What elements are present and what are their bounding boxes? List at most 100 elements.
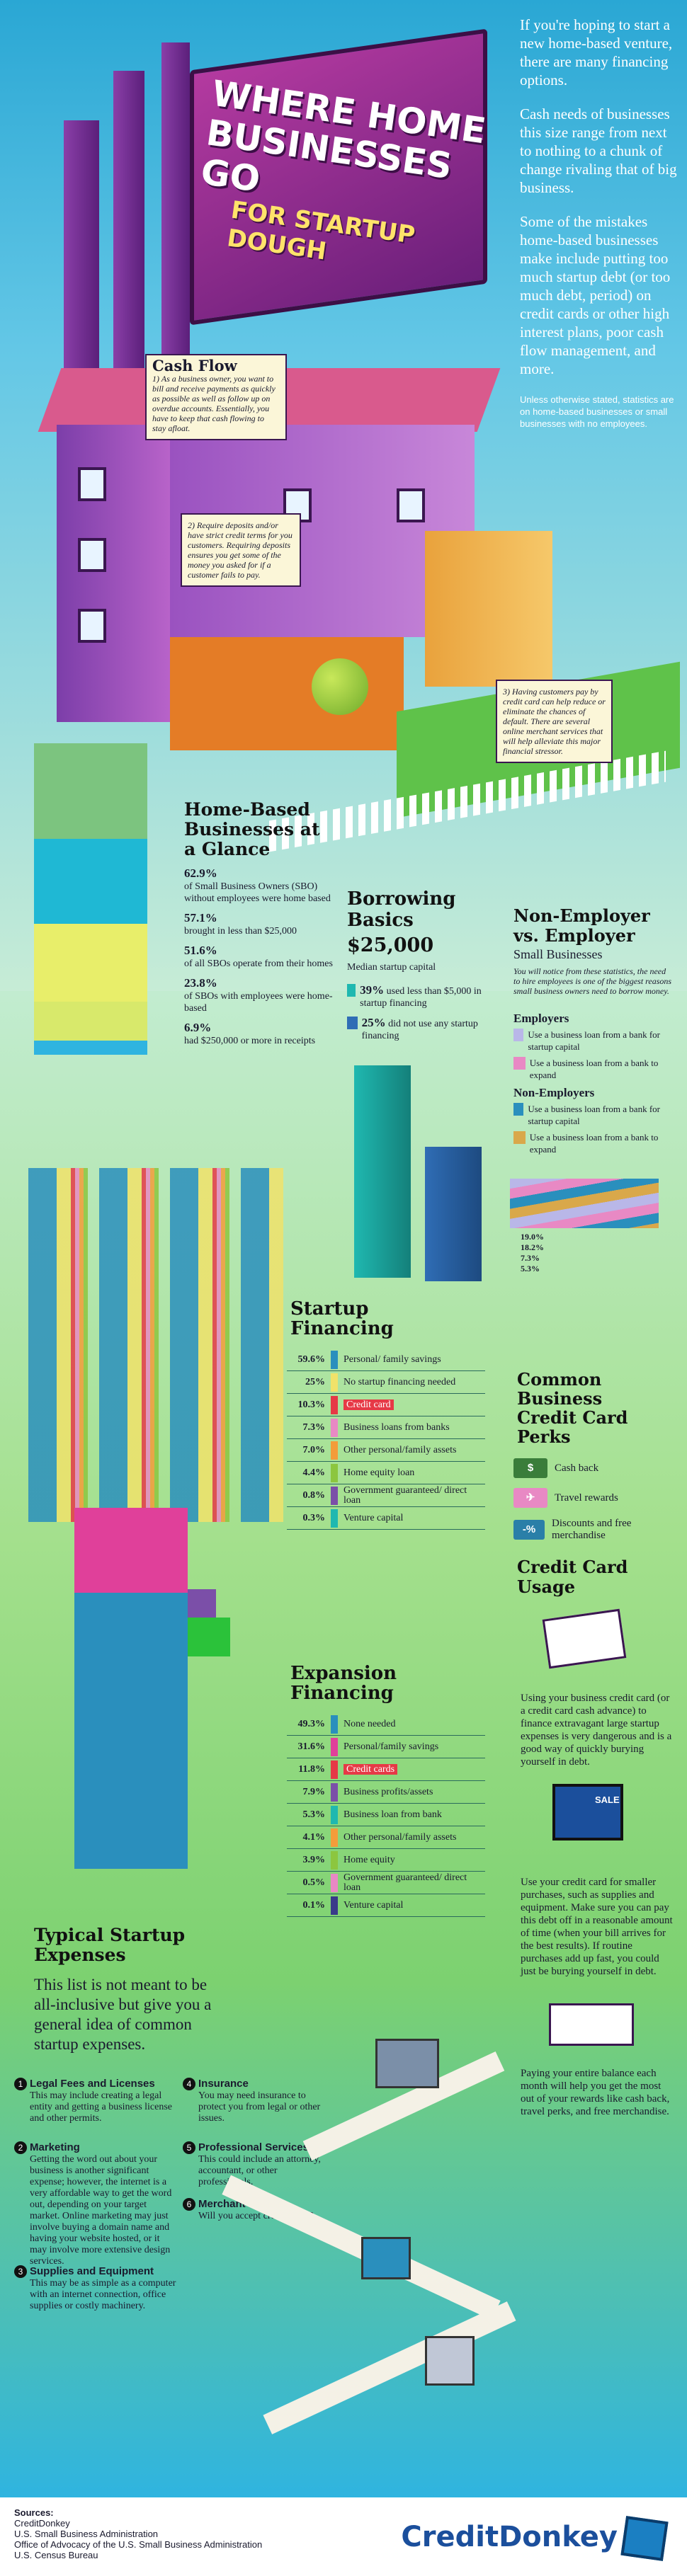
employer-subtitle: Small Businesses [513, 947, 603, 961]
row-label: Home equity [344, 1854, 395, 1865]
row-label: Business loan from bank [344, 1809, 442, 1820]
row-swatch [331, 1441, 338, 1460]
cash-flow-text: 1) As a business owner, you want to bill… [152, 374, 276, 433]
source-item: U.S. Census Bureau [14, 2550, 98, 2560]
row-label: None needed [344, 1718, 396, 1729]
table-row: 7.9% Business profits/assets [287, 1781, 485, 1804]
table-row: 0.1% Venture capital [287, 1894, 485, 1917]
row-value: 3.9% [302, 1854, 326, 1865]
legend-swatch [513, 1131, 526, 1144]
expense-title: Insurance [198, 2078, 249, 2090]
credit-card-text: 3) Having customers pay by credit card c… [503, 687, 606, 756]
glance-text: of all SBOs operate from their homes [184, 958, 333, 969]
borrowing-value: 39% [360, 983, 385, 997]
expense-number: 1 [14, 2078, 27, 2090]
row-label: Home equity loan [344, 1467, 415, 1478]
row-swatch [331, 1373, 338, 1392]
smokestack-right [161, 42, 190, 403]
nonemployers-item: Use a business loan from a bank to expan… [529, 1132, 659, 1155]
row-label: Business loans from banks [344, 1421, 450, 1433]
usage-title: Credit Card Usage [517, 1557, 628, 1597]
legend-swatch [513, 1057, 526, 1070]
row-label: No startup financing needed [344, 1376, 456, 1387]
smokestack-mid [113, 71, 144, 403]
perks-title: Common Business Credit Card Perks [517, 1369, 628, 1447]
table-row: 4.4% Home equity loan [287, 1462, 485, 1484]
intro-paragraph: Cash needs of businesses this size range… [520, 105, 677, 196]
row-label: Credit card [344, 1399, 394, 1410]
perk-item: ✈ Travel rewards [513, 1488, 676, 1508]
house-left-wall [57, 425, 170, 722]
row-swatch [331, 1805, 338, 1824]
expense-title: Legal Fees and Licenses [30, 2078, 155, 2090]
glance-bar-3 [34, 924, 147, 1002]
expenses-title: Typical Startup Expenses [34, 1925, 186, 1965]
intro-text: If you're hoping to start a new home-bas… [520, 16, 679, 445]
borrowing-bar-39 [354, 1065, 411, 1278]
table-row: 11.8% Credit cards [287, 1758, 485, 1781]
intro-note: Unless otherwise stated, statistics are … [520, 394, 674, 429]
discount-icon: -% [513, 1520, 545, 1540]
source-item: Office of Advocacy of the U.S. Small Bus… [14, 2539, 263, 2550]
row-value: 5.3% [302, 1809, 326, 1820]
office-desk-icon [375, 2039, 439, 2088]
window-icon [78, 609, 106, 643]
borrowing-text: used less than $5,000 in startup financi… [360, 986, 482, 1009]
employer-value: 18.2% [521, 1242, 544, 1252]
employer-note: You will notice from these statistics, t… [513, 966, 672, 996]
row-value: 0.5% [302, 1877, 326, 1888]
glance-value: 6.9% [184, 1021, 212, 1034]
glance-bar-4 [34, 1002, 147, 1041]
intro-paragraph: Some of the mistakes home-based business… [520, 213, 671, 377]
row-label: Venture capital [344, 1899, 404, 1911]
expense-item: 1 Legal Fees and Licenses This may includ… [14, 2078, 177, 2124]
intro-paragraph: If you're hoping to start a new home-bas… [520, 16, 673, 88]
row-swatch [331, 1395, 338, 1414]
legend-swatch [513, 1103, 524, 1116]
row-value: 7.3% [302, 1421, 326, 1433]
row-label: Government guaranteed/ direct loan [344, 1872, 467, 1893]
glance-text: of Small Business Owners (SBO) without e… [184, 881, 331, 904]
brand-name: CreditDonkey [401, 2521, 618, 2553]
row-swatch [331, 1782, 338, 1802]
row-value: 25% [305, 1376, 325, 1387]
employer-title: Non-Employer vs. Employer [513, 905, 650, 946]
row-label: Venture capital [344, 1512, 404, 1523]
table-row: 4.1% Other personal/family assets [287, 1826, 485, 1849]
expenses-lead: This list is not meant to be all-inclusi… [34, 1976, 212, 2053]
table-row: 7.0% Other personal/family assets [287, 1439, 485, 1462]
row-label: Other personal/family assets [344, 1831, 457, 1843]
table-row: 5.3% Business loan from bank [287, 1804, 485, 1826]
row-swatch [331, 1418, 338, 1437]
employer-values: 19.0% 18.2% 7.3% 5.3% [521, 1232, 544, 1274]
expense-title: Professional Services [198, 2141, 309, 2153]
expense-text: You may need insurance to protect you fr… [198, 2090, 321, 2124]
donkey-logo-icon [620, 2516, 669, 2561]
expansion-block-blue [74, 1579, 188, 1869]
check-card-icon [549, 2003, 634, 2046]
source-item: CreditDonkey [14, 2518, 70, 2529]
credit-card-callout: 3) Having customers pay by credit card c… [496, 680, 613, 763]
row-value: 0.1% [302, 1899, 326, 1911]
borrowing-list: 39% used less than $5,000 in startup fin… [347, 984, 489, 1042]
expense-item: 4 Insurance You may need insurance to pro… [183, 2078, 324, 2124]
window-icon [397, 488, 425, 522]
monitor-icon [552, 1784, 623, 1841]
row-swatch [331, 1463, 338, 1482]
row-swatch [331, 1873, 338, 1892]
startup-table: 59.6% Personal/ family savings 25% No star… [287, 1349, 485, 1530]
source-item: U.S. Small Business Administration [14, 2529, 159, 2539]
glance-bar-2 [34, 839, 147, 924]
borrowing-median-label: Median startup capital [347, 962, 436, 973]
table-row: 59.6% Personal/ family savings [287, 1349, 485, 1371]
row-value: 0.3% [302, 1512, 326, 1523]
window-icon [78, 467, 106, 501]
usage-text: Use your credit card for smaller purchas… [521, 1877, 673, 1977]
computer-icon [361, 2237, 411, 2279]
row-value: 4.1% [302, 1831, 326, 1843]
expansion-title: Expansion Financing [290, 1663, 397, 1704]
brand-logo[interactable]: CreditDonkey [401, 2516, 669, 2561]
row-swatch [331, 1509, 338, 1528]
sale-tag: SALE [595, 1794, 620, 1805]
cash-flow-callout: Cash Flow 1) As a business owner, you wa… [145, 354, 287, 440]
